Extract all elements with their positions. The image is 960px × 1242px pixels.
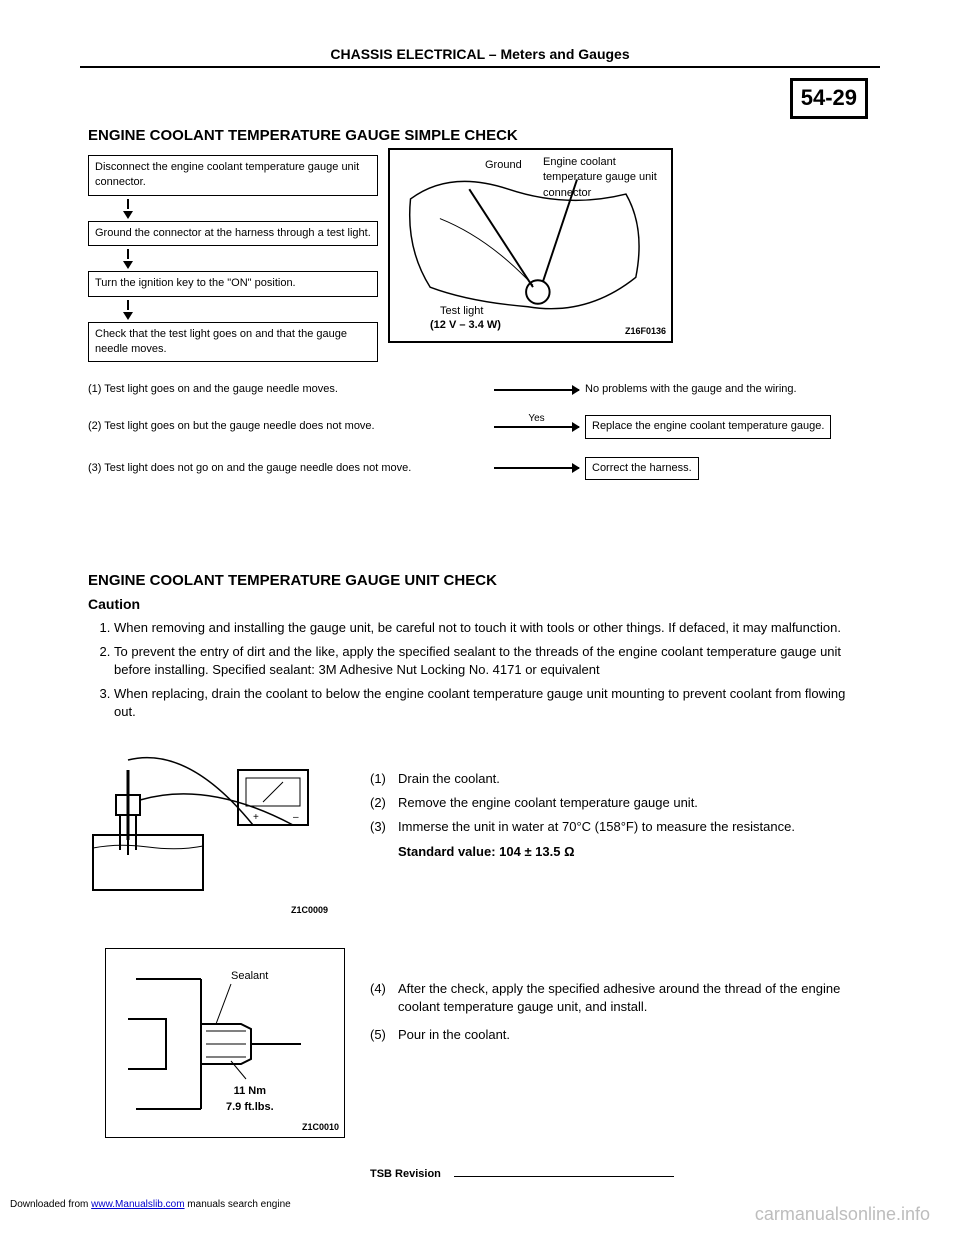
caution-item-2: To prevent the entry of dirt and the lik… xyxy=(114,643,870,679)
procedure-steps-b: After the check, apply the specified adh… xyxy=(370,980,870,1055)
result-2-action: Replace the engine coolant temperature g… xyxy=(585,415,831,438)
step-b1: After the check, apply the specified adh… xyxy=(370,980,870,1016)
step-a2: Remove the engine coolant temperature ga… xyxy=(370,794,870,812)
engine-illustration: Ground Engine coolant temperature gauge … xyxy=(388,148,673,343)
figure-sealant: Sealant 11 Nm 7.9 ft.lbs. Z1C0010 xyxy=(105,948,345,1138)
tsb-text: TSB Revision xyxy=(370,1168,441,1180)
arrow-icon xyxy=(494,467,579,469)
step-a1: Drain the coolant. xyxy=(370,770,870,788)
svg-text:–: – xyxy=(293,812,299,823)
header-rule xyxy=(80,66,880,68)
flow-step-4: Check that the test light goes on and th… xyxy=(88,322,378,363)
fig1-code: Z1C0009 xyxy=(291,904,328,917)
fig2-code: Z1C0010 xyxy=(302,1121,339,1134)
watermark: carmanualsonline.info xyxy=(755,1202,930,1227)
result-1-cond: (1) Test light goes on and the gauge nee… xyxy=(88,382,488,397)
flow-step-2: Ground the connector at the harness thro… xyxy=(88,221,378,246)
caution-heading: Caution xyxy=(88,595,870,615)
page-header-title: CHASSIS ELECTRICAL – Meters and Gauges xyxy=(200,45,760,65)
flow-step-3: Turn the ignition key to the "ON" positi… xyxy=(88,271,378,296)
tsb-revision: TSB Revision xyxy=(370,1167,674,1182)
arrow-icon: Yes xyxy=(494,426,579,428)
caution-item-3: When replacing, drain the coolant to bel… xyxy=(114,685,870,721)
result-2-cond: (2) Test light goes on but the gauge nee… xyxy=(88,419,488,434)
step-b2: Pour in the coolant. xyxy=(370,1026,870,1044)
illus-rating-label: (12 V – 3.4 W) xyxy=(430,318,501,333)
result-3-action: Correct the harness. xyxy=(585,457,699,480)
result-row-3: (3) Test light does not go on and the ga… xyxy=(88,457,880,480)
page-number: 54-29 xyxy=(790,78,868,119)
fig2-sealant-label: Sealant xyxy=(231,969,268,984)
result-flow: (1) Test light goes on and the gauge nee… xyxy=(88,382,880,498)
result-3-cond: (3) Test light does not go on and the ga… xyxy=(88,461,488,476)
footer-prefix: Downloaded from xyxy=(10,1199,91,1210)
svg-text:+: + xyxy=(253,812,259,823)
fig2-torque-label: 11 Nm 7.9 ft.lbs. xyxy=(226,1084,274,1115)
footer-link[interactable]: www.Manualslib.com xyxy=(91,1199,184,1210)
caution-item-1: When removing and installing the gauge u… xyxy=(114,619,870,637)
result-row-2: (2) Test light goes on but the gauge nee… xyxy=(88,415,880,438)
step-a3: Immerse the unit in water at 70°C (158°F… xyxy=(370,818,870,836)
footer: Downloaded from www.Manualslib.com manua… xyxy=(10,1198,291,1212)
section-title: ENGINE COOLANT TEMPERATURE GAUGE SIMPLE … xyxy=(88,125,518,146)
standard-value: Standard value: 104 ± 13.5 Ω xyxy=(398,843,870,861)
illus-ground-label: Ground xyxy=(485,158,522,173)
procedure-steps-a: Drain the coolant. Remove the engine coo… xyxy=(370,770,870,861)
illus-connector-label: Engine coolant temperature gauge unit co… xyxy=(543,155,663,201)
figure-ohmmeter: + – Z1C0009 xyxy=(88,740,338,915)
illus-code: Z16F0136 xyxy=(625,325,666,338)
caution-block: Caution When removing and installing the… xyxy=(88,595,870,728)
result-row-1: (1) Test light goes on and the gauge nee… xyxy=(88,382,880,397)
flowchart: Disconnect the engine coolant temperatur… xyxy=(88,155,378,365)
flow-step-1: Disconnect the engine coolant temperatur… xyxy=(88,155,378,196)
result-1-action: No problems with the gauge and the wirin… xyxy=(585,382,880,397)
arrow-yes-label: Yes xyxy=(494,412,579,426)
footer-suffix: manuals search engine xyxy=(185,1199,291,1210)
unit-check-title: ENGINE COOLANT TEMPERATURE GAUGE UNIT CH… xyxy=(88,570,497,591)
arrow-icon xyxy=(494,389,579,391)
